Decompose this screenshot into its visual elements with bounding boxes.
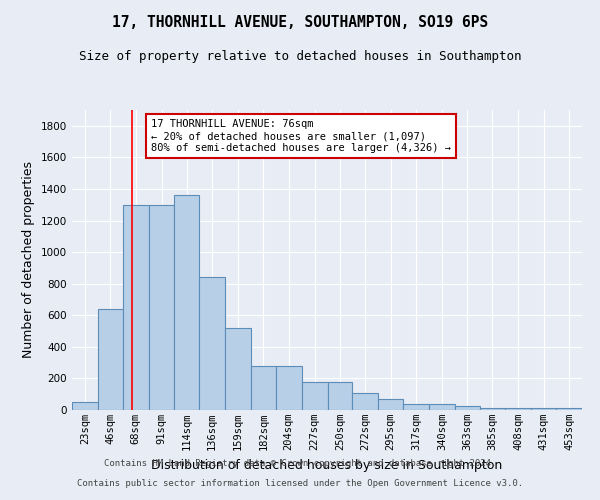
Text: 17, THORNHILL AVENUE, SOUTHAMPTON, SO19 6PS: 17, THORNHILL AVENUE, SOUTHAMPTON, SO19 …	[112, 15, 488, 30]
Bar	[149, 204, 175, 410]
Text: 17 THORNHILL AVENUE: 76sqm
← 20% of detached houses are smaller (1,097)
80% of s: 17 THORNHILL AVENUE: 76sqm ← 20% of deta…	[151, 120, 451, 152]
Bar	[302, 382, 328, 410]
Bar	[175, 196, 199, 410]
Bar	[251, 366, 276, 410]
X-axis label: Distribution of detached houses by size in Southampton: Distribution of detached houses by size …	[151, 458, 503, 471]
Bar	[276, 366, 302, 410]
Bar	[532, 408, 556, 410]
Bar	[455, 406, 479, 410]
Text: Size of property relative to detached houses in Southampton: Size of property relative to detached ho…	[79, 50, 521, 63]
Text: Contains public sector information licensed under the Open Government Licence v3: Contains public sector information licen…	[77, 478, 523, 488]
Bar	[98, 309, 122, 410]
Text: Contains HM Land Registry data © Crown copyright and database right 2024.: Contains HM Land Registry data © Crown c…	[104, 458, 496, 468]
Bar	[403, 404, 429, 410]
Y-axis label: Number of detached properties: Number of detached properties	[22, 162, 35, 358]
Bar	[72, 402, 98, 410]
Bar	[199, 278, 225, 410]
Bar	[122, 204, 149, 410]
Bar	[225, 328, 251, 410]
Bar	[378, 399, 403, 410]
Bar	[429, 404, 455, 410]
Bar	[556, 408, 582, 410]
Bar	[328, 382, 352, 410]
Bar	[352, 392, 378, 410]
Bar	[479, 408, 505, 410]
Bar	[505, 408, 532, 410]
